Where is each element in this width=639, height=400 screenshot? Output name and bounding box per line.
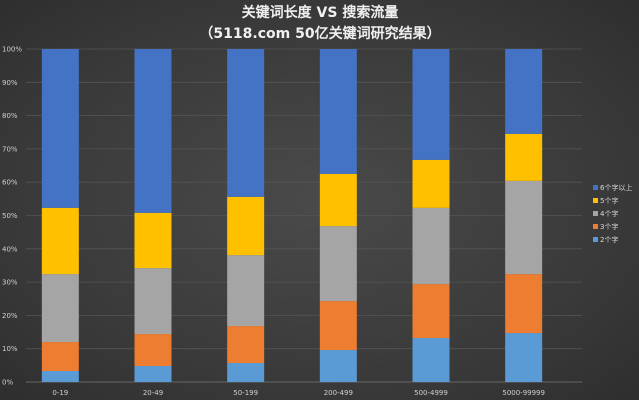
bar-segment-2	[319, 350, 357, 382]
bar-segment-3	[134, 334, 172, 367]
legend-swatch	[593, 198, 598, 203]
bar-segment-6	[505, 49, 543, 134]
x-tick-label: 200-499	[324, 389, 353, 397]
legend-label: 4个字	[600, 209, 618, 218]
bar-segment-3	[505, 274, 543, 334]
bar-segment-2	[227, 363, 265, 382]
bar-segment-3	[41, 342, 79, 372]
legend-label: 3个字	[600, 222, 618, 231]
bar-segment-5	[319, 173, 357, 227]
bar-segment-4	[319, 226, 357, 302]
bar-segment-2	[412, 338, 450, 382]
bar-segment-6	[227, 49, 265, 197]
bar-segment-6	[134, 49, 172, 213]
y-tick-label: 10%	[2, 345, 18, 353]
bar-segment-4	[134, 268, 172, 335]
bar-segment-3	[319, 301, 357, 351]
bar-segment-5	[41, 207, 79, 275]
y-tick-label: 20%	[2, 312, 18, 320]
bar-segment-2	[41, 371, 79, 382]
bar-segment-2	[134, 366, 172, 382]
y-tick-label: 40%	[2, 245, 18, 253]
bar-segment-6	[319, 49, 357, 174]
legend-label: 5个字	[600, 196, 618, 205]
x-tick-label: 20-49	[143, 389, 163, 397]
chart-title: 关键词长度 VS 搜索流量	[242, 4, 399, 21]
y-tick-label: 100%	[2, 46, 22, 54]
legend-swatch	[593, 224, 598, 229]
x-tick-label: 5000-99999	[502, 389, 545, 397]
y-tick-label: 70%	[2, 145, 18, 153]
y-tick-label: 90%	[2, 79, 18, 87]
y-tick-label: 60%	[2, 179, 18, 187]
x-tick-label: 500-4999	[414, 389, 448, 397]
chart-subtitle: （5118.com 50亿关键词研究结果）	[199, 25, 440, 42]
bar-segment-4	[505, 180, 543, 275]
legend-label: 2个字	[600, 235, 618, 244]
bar-segment-6	[412, 49, 450, 160]
bar-segment-5	[505, 133, 543, 181]
y-tick-label: 80%	[2, 112, 18, 120]
bar-segment-4	[41, 274, 79, 343]
legend-swatch	[593, 185, 598, 190]
bar-segment-6	[41, 49, 79, 208]
bar-segment-4	[227, 255, 265, 327]
x-tick-label: 50-199	[233, 389, 258, 397]
y-tick-label: 50%	[2, 212, 18, 220]
legend-label: 6个字以上	[600, 183, 632, 192]
legend-swatch	[593, 237, 598, 242]
legend-swatch	[593, 211, 598, 216]
bar-segment-5	[412, 159, 450, 208]
y-tick-label: 30%	[2, 279, 18, 287]
x-tick-label: 0-19	[52, 389, 68, 397]
bar-segment-2	[505, 333, 543, 382]
bar-segment-4	[412, 207, 450, 285]
bar-segment-3	[412, 284, 450, 339]
bar-segment-5	[227, 196, 265, 256]
bar-segment-5	[134, 212, 172, 269]
y-tick-label: 0%	[2, 379, 13, 387]
bar-segment-3	[227, 326, 265, 364]
